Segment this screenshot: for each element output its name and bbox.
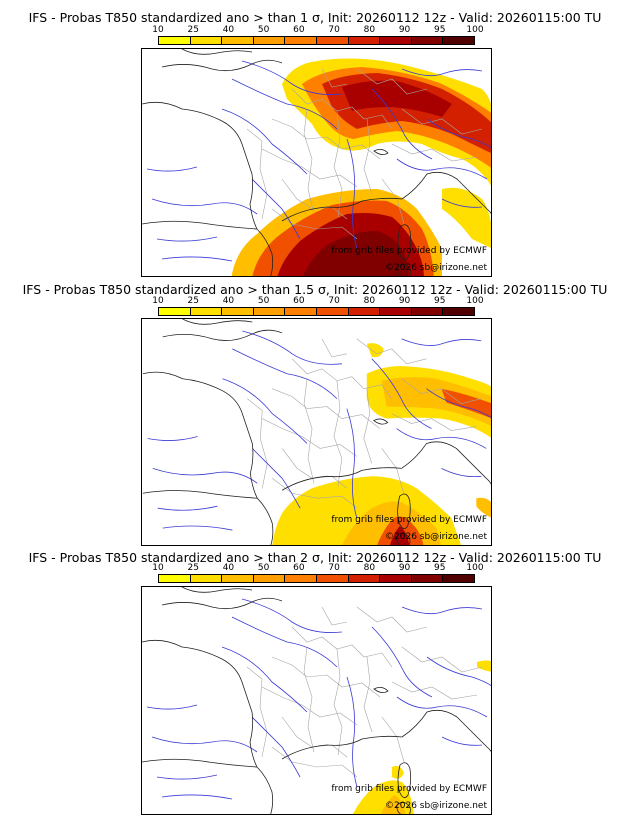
colorbar-swatch bbox=[316, 37, 349, 44]
colorbar-swatch bbox=[222, 308, 254, 315]
watermark: ©2026 sb@irizone.net bbox=[385, 801, 487, 811]
colorbar-swatch bbox=[285, 37, 317, 44]
colorbar-tick-label: 100 bbox=[466, 25, 484, 35]
colorbar-swatch bbox=[285, 575, 317, 582]
colorbar-tick-label: 50 bbox=[257, 296, 270, 306]
colorbar-swatch bbox=[190, 575, 223, 582]
colorbar-tick-label: 80 bbox=[363, 296, 376, 306]
colorbar-swatch bbox=[159, 37, 191, 44]
colorbar-swatch bbox=[316, 575, 349, 582]
map-panel: from grib files provided by ECMWF ©2026 … bbox=[141, 318, 492, 546]
geography-layer bbox=[142, 587, 491, 814]
colorbar-tick-label: 50 bbox=[257, 25, 270, 35]
colorbar-swatch bbox=[443, 308, 474, 315]
prob-area-east-patch bbox=[442, 187, 491, 249]
prob-area-patch-north bbox=[366, 343, 384, 358]
colorbar-tick-label: 25 bbox=[187, 25, 199, 35]
colorbar-ticks: 10 25 40 50 60 70 80 90 95 100 bbox=[152, 563, 483, 574]
prob-area-med-peak bbox=[302, 231, 409, 276]
map-svg bbox=[142, 587, 491, 814]
colorbar-swatch bbox=[411, 37, 444, 44]
colorbar-swatch bbox=[411, 308, 444, 315]
probability-field bbox=[232, 58, 491, 276]
colorbar-tick-label: 70 bbox=[328, 25, 340, 35]
colorbar-tick-label: 50 bbox=[257, 563, 270, 573]
colorbar-tick-label: 40 bbox=[222, 563, 235, 573]
colorbar-tick-label: 80 bbox=[363, 25, 376, 35]
colorbar-swatch bbox=[222, 37, 254, 44]
colorbar-boxes bbox=[158, 307, 475, 316]
map-panel: from grib files provided by ECMWF ©2026 … bbox=[141, 586, 492, 815]
colorbar-tick-label: 95 bbox=[434, 563, 446, 573]
map-svg bbox=[142, 319, 491, 545]
colorbar-tick-label: 90 bbox=[398, 25, 411, 35]
colorbar-swatch bbox=[285, 308, 317, 315]
colorbar-tick-label: 95 bbox=[434, 25, 446, 35]
colorbar-swatch bbox=[159, 575, 191, 582]
prob-area-east-patch bbox=[476, 497, 491, 518]
colorbar-swatch bbox=[253, 575, 286, 582]
colorbar-swatch bbox=[253, 37, 286, 44]
map-panel: from grib files provided by ECMWF ©2026 … bbox=[141, 48, 492, 277]
colorbar-tick-label: 40 bbox=[222, 296, 235, 306]
colorbar-swatch bbox=[222, 575, 254, 582]
colorbar-swatch bbox=[380, 308, 412, 315]
prob-area-corsica-patch bbox=[392, 765, 404, 779]
panel-title: IFS - Probas T850 standardized ano > tha… bbox=[22, 282, 608, 297]
colorbar-swatch bbox=[348, 37, 381, 44]
prob-area-alps-core bbox=[441, 388, 491, 419]
colorbar-swatch bbox=[443, 37, 474, 44]
colorbar-tick-label: 60 bbox=[293, 563, 305, 573]
colorbar-swatch bbox=[190, 308, 223, 315]
colorbar-swatch bbox=[380, 575, 412, 582]
colorbar-boxes bbox=[158, 36, 475, 45]
colorbar-tick-label: 90 bbox=[398, 296, 411, 306]
map-svg bbox=[142, 49, 491, 276]
source-credit: from grib files provided by ECMWF bbox=[331, 784, 487, 794]
panel-1: IFS - Probas T850 standardized ano > tha… bbox=[0, 0, 630, 277]
prob-area-med-mid bbox=[380, 795, 406, 814]
colorbar-tick-label: 40 bbox=[222, 25, 235, 35]
colorbar-tick-label: 95 bbox=[434, 296, 446, 306]
panel-title: IFS - Probas T850 standardized ano > tha… bbox=[28, 10, 602, 25]
colorbar-tick-label: 60 bbox=[293, 25, 305, 35]
colorbar-swatch bbox=[443, 575, 474, 582]
colorbar-tick-label: 10 bbox=[152, 296, 164, 306]
colorbar-tick-label: 10 bbox=[152, 563, 164, 573]
colorbar-swatch bbox=[348, 575, 381, 582]
colorbar-swatch bbox=[348, 308, 381, 315]
colorbar-tick-label: 70 bbox=[328, 563, 340, 573]
prob-area-med-peak bbox=[390, 526, 410, 545]
colorbar-tick-label: 80 bbox=[363, 563, 376, 573]
colorbar-swatch bbox=[190, 37, 223, 44]
colorbar-ticks: 10 25 40 50 60 70 80 90 95 100 bbox=[152, 25, 483, 36]
colorbar-tick-label: 100 bbox=[466, 296, 484, 306]
prob-area-alps-mid bbox=[381, 377, 491, 426]
colorbar-boxes bbox=[158, 574, 475, 583]
probability-field bbox=[272, 343, 491, 545]
colorbar-tick-label: 70 bbox=[328, 296, 340, 306]
colorbar-swatch bbox=[253, 308, 286, 315]
panel-3: IFS - Probas T850 standardized ano > tha… bbox=[0, 546, 630, 828]
colorbar-tick-label: 25 bbox=[187, 296, 199, 306]
colorbar-tick-label: 10 bbox=[152, 25, 164, 35]
colorbar-swatch bbox=[316, 308, 349, 315]
prob-area-east-patch bbox=[477, 660, 491, 672]
prob-area-alps-peak bbox=[342, 80, 452, 117]
source-credit: from grib files provided by ECMWF bbox=[331, 515, 487, 525]
colorbar-swatch bbox=[411, 575, 444, 582]
source-credit: from grib files provided by ECMWF bbox=[331, 246, 487, 256]
colorbar-ticks: 10 25 40 50 60 70 80 90 95 100 bbox=[152, 296, 483, 307]
colorbar-tick-label: 60 bbox=[293, 296, 305, 306]
watermark: ©2026 sb@irizone.net bbox=[385, 263, 487, 273]
colorbar-tick-label: 100 bbox=[466, 563, 484, 573]
colorbar-swatch bbox=[380, 37, 412, 44]
panel-2: IFS - Probas T850 standardized ano > tha… bbox=[0, 276, 630, 546]
watermark: ©2026 sb@irizone.net bbox=[385, 532, 487, 542]
colorbar-swatch bbox=[159, 308, 191, 315]
panel-title: IFS - Probas T850 standardized ano > tha… bbox=[28, 550, 602, 565]
colorbar-tick-label: 90 bbox=[398, 563, 411, 573]
colorbar-tick-label: 25 bbox=[187, 563, 199, 573]
